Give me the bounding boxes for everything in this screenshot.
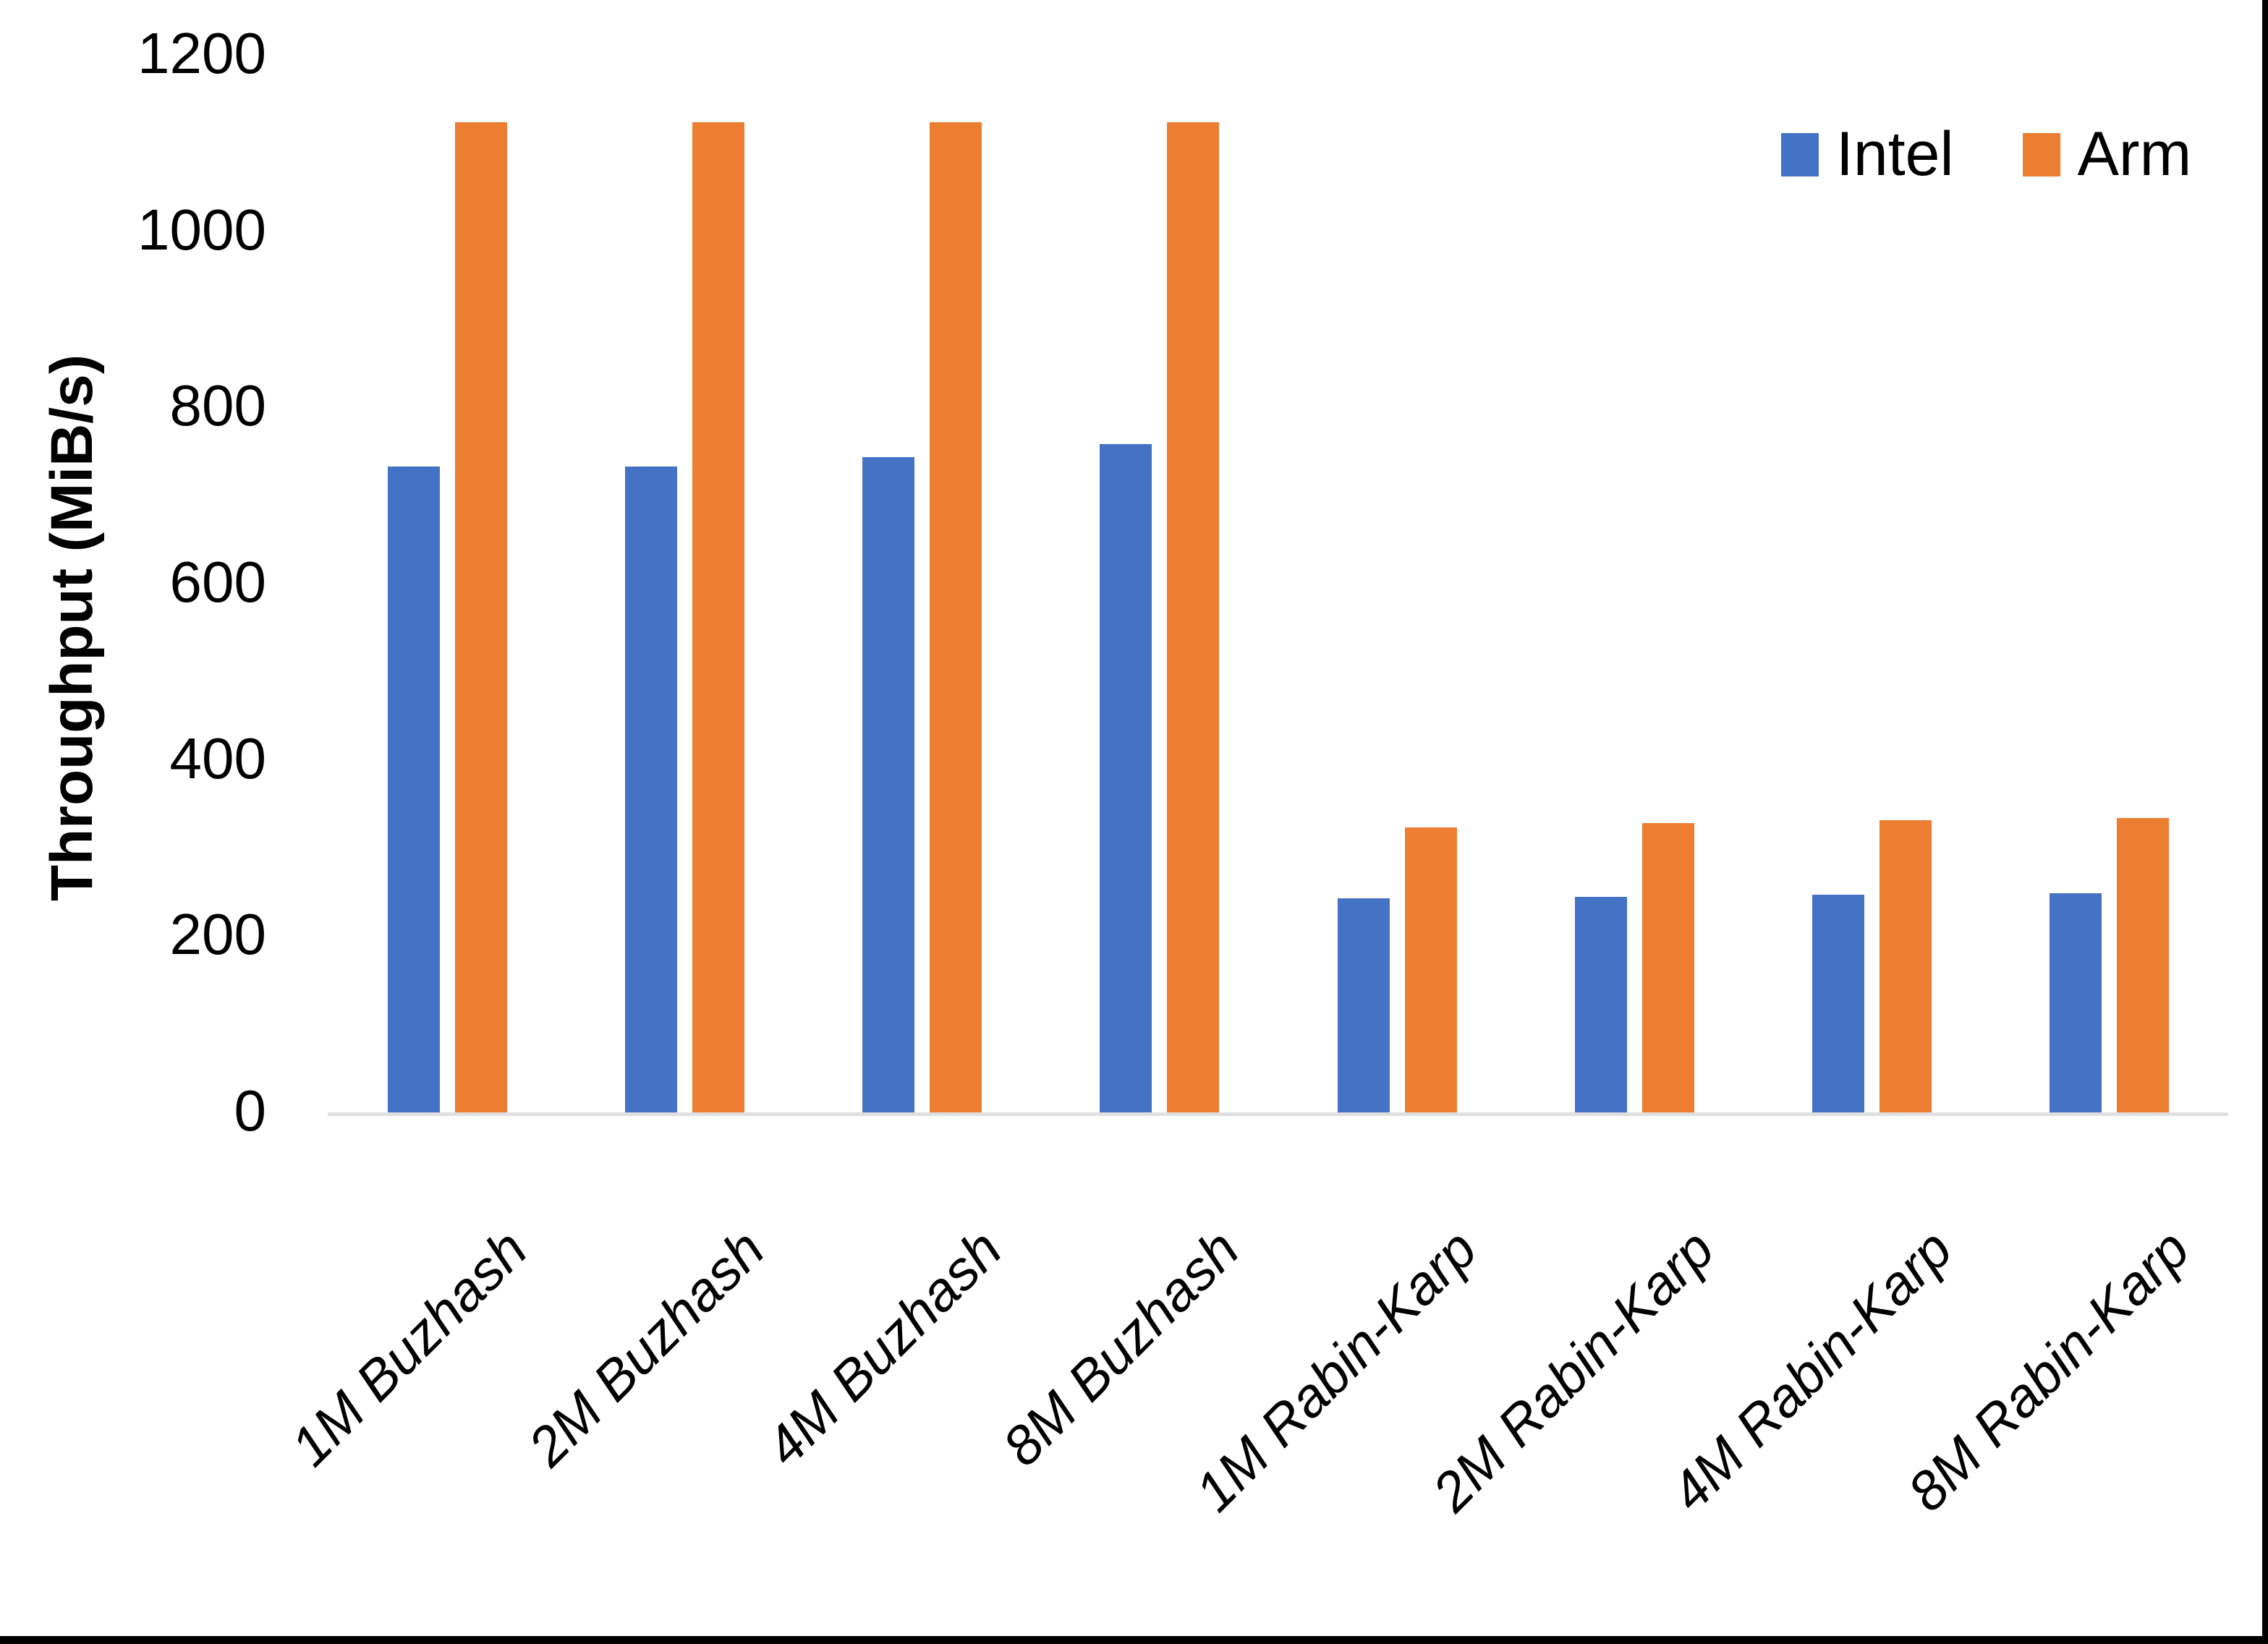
bar-intel-4m-rabin-karp <box>1812 895 1864 1114</box>
bar-arm-2m-buzhash <box>692 122 744 1114</box>
legend-swatch-arm <box>2022 133 2060 176</box>
y-axis-title: Throughput (MiB/s) <box>39 354 105 902</box>
x-axis-line <box>328 1112 2228 1116</box>
x-category-label: 2M Buzhash <box>517 1218 776 1478</box>
bar-intel-1m-rabin-karp <box>1338 898 1390 1114</box>
x-category-label: 1M Buzhash <box>279 1218 539 1478</box>
y-tick-label: 800 <box>169 373 266 438</box>
y-tick-label: 1000 <box>137 197 266 262</box>
legend-item-intel: Intel <box>1781 122 1954 187</box>
y-tick-label: 200 <box>169 902 266 967</box>
bar-intel-2m-rabin-karp <box>1575 897 1627 1114</box>
y-tick-label: 0 <box>234 1078 267 1143</box>
y-tick-label: 400 <box>169 725 266 791</box>
x-category-label: 4M Buzhash <box>754 1218 1014 1478</box>
legend-item-arm: Arm <box>2022 119 2192 189</box>
bar-arm-4m-buzhash <box>930 122 982 1114</box>
y-tick-label: 600 <box>169 550 266 614</box>
window-right-border <box>2262 0 2268 1644</box>
x-category-label: 8M Buzhash <box>991 1218 1252 1478</box>
window-bottom-border <box>0 1636 2268 1644</box>
bar-arm-8m-rabin-karp <box>2117 818 2169 1114</box>
bar-intel-1m-buzhash <box>388 467 440 1114</box>
bar-intel-8m-buzhash <box>1100 444 1152 1114</box>
bar-arm-1m-rabin-karp <box>1405 827 1457 1114</box>
bar-arm-8m-buzhash <box>1167 122 1219 1114</box>
legend-swatch-intel <box>1781 133 1819 176</box>
y-tick-label: 1200 <box>137 21 266 85</box>
bar-arm-1m-buzhash <box>455 122 507 1114</box>
legend-label: Arm <box>2077 119 2192 189</box>
bar-intel-8m-rabin-karp <box>2050 893 2102 1114</box>
bar-intel-4m-buzhash <box>862 457 914 1114</box>
bar-intel-2m-buzhash <box>625 467 677 1114</box>
legend: Intel Arm <box>1781 122 2191 187</box>
legend-label: Intel <box>1836 119 1954 189</box>
bar-arm-2m-rabin-karp <box>1642 823 1694 1114</box>
bar-arm-4m-rabin-karp <box>1880 820 1932 1114</box>
